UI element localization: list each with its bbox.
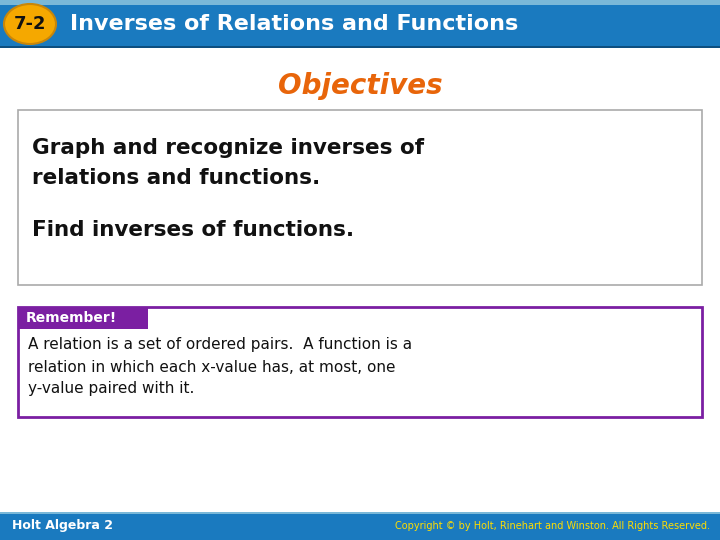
- Bar: [0, 512, 720, 540]
- Bar: [0, 46, 720, 48]
- Text: relations and functions.: relations and functions.: [32, 168, 320, 188]
- Text: Holt Algebra 2: Holt Algebra 2: [12, 519, 113, 532]
- Bar: [0, 0, 720, 5]
- Text: Find inverses of functions.: Find inverses of functions.: [32, 220, 354, 240]
- Text: Inverses of Relations and Functions: Inverses of Relations and Functions: [70, 14, 518, 34]
- Text: relation in which each x-value has, at most, one: relation in which each x-value has, at m…: [28, 360, 395, 375]
- Bar: [18, 307, 148, 329]
- Ellipse shape: [4, 4, 56, 44]
- Bar: [0, 48, 720, 512]
- Text: Remember!: Remember!: [26, 311, 117, 325]
- Text: Objectives: Objectives: [278, 72, 442, 100]
- Text: Copyright © by Holt, Rinehart and Winston. All Rights Reserved.: Copyright © by Holt, Rinehart and Winsto…: [395, 521, 710, 531]
- Text: Graph and recognize inverses of: Graph and recognize inverses of: [32, 138, 424, 158]
- Bar: [0, 48, 720, 512]
- Bar: [0, 0, 720, 48]
- Text: 7-2: 7-2: [14, 15, 46, 33]
- Text: A relation is a set of ordered pairs.  A function is a: A relation is a set of ordered pairs. A …: [28, 338, 412, 353]
- FancyBboxPatch shape: [18, 110, 702, 285]
- Bar: [0, 512, 720, 514]
- FancyBboxPatch shape: [18, 307, 702, 417]
- Text: y-value paired with it.: y-value paired with it.: [28, 381, 194, 396]
